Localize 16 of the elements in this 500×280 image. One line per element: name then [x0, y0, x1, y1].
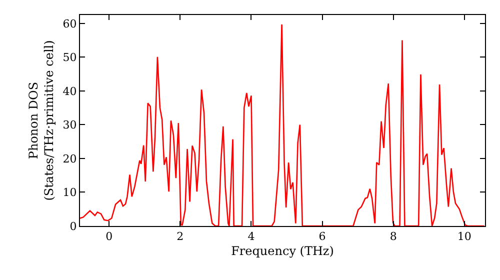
y-tick-label: 0: [70, 220, 77, 233]
y-tick-label: 50: [62, 51, 77, 64]
x-tick-label: 10: [457, 230, 472, 244]
x-tick-label: 8: [390, 230, 397, 244]
y-tick-label: 10: [62, 186, 77, 200]
line-series: [80, 24, 485, 226]
y-tick-label: 60: [62, 17, 77, 30]
x-tick-label: 4: [248, 230, 255, 244]
y-tick-label: 20: [62, 152, 77, 166]
x-axis-title: Frequency (THz): [231, 244, 334, 258]
y-tick-label: 30: [62, 118, 77, 132]
y-axis-title: Phonon DOS (States/THz·primitive cell): [26, 40, 56, 201]
x-tick-label: 0: [106, 230, 113, 244]
x-tick-label: 2: [176, 230, 184, 244]
y-tick-label: 40: [62, 84, 77, 98]
x-tick-label: 6: [318, 230, 326, 244]
